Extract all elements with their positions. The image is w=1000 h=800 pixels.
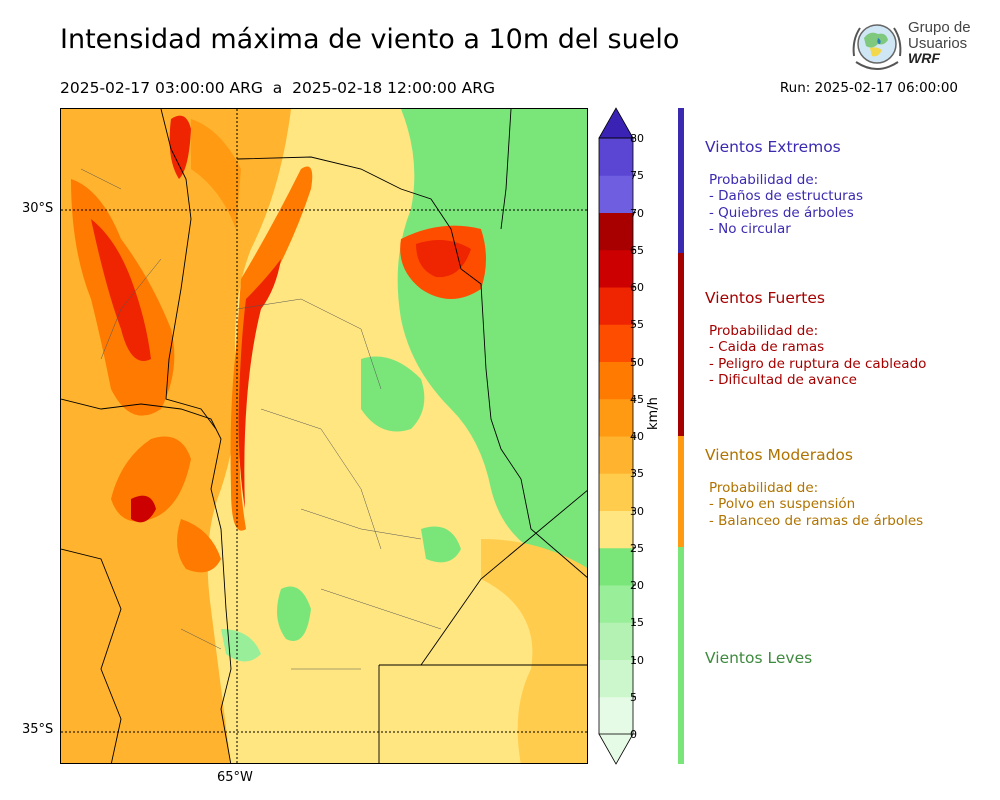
colorbar-band [599, 287, 633, 325]
colorbar-band [599, 324, 633, 362]
colorbar-extend-min [598, 733, 634, 765]
colorbar-band [599, 361, 633, 400]
wind-map [60, 108, 588, 764]
category-title-extremos: Vientos Extremos [705, 138, 841, 156]
category-title-leves: Vientos Leves [705, 649, 813, 667]
map-title: Intensidad máxima de viento a 10m del su… [60, 24, 680, 55]
colorbar-band [599, 510, 633, 549]
globe-icon [852, 24, 902, 70]
desc-line: - Dificultad de avance [709, 371, 857, 388]
desc-line: - Caida de ramas [709, 339, 825, 356]
wind-field-svg [61, 109, 587, 763]
category-strip-leves [678, 547, 684, 764]
desc-line: Probabilidad de: [709, 323, 819, 339]
colorbar-tick-label: 35 [630, 467, 644, 481]
desc-line: - No circular [709, 220, 791, 237]
lat-label-35s: 35°S [22, 722, 54, 737]
desc-line: Probabilidad de: [709, 172, 819, 188]
colorbar-unit: km/h [646, 397, 661, 430]
colorbar-extend-max [598, 107, 634, 139]
colorbar-band [599, 473, 633, 511]
colorbar-tick-label: 60 [630, 281, 644, 294]
category-title-moderados: Vientos Moderados [705, 446, 853, 464]
colorbar-tick-label: 40 [630, 430, 644, 443]
colorbar-tick-label: 15 [630, 616, 644, 630]
category-desc-moderados: Probabilidad de: - Polvo en suspensión -… [709, 480, 923, 529]
colorbar-tick-label: 70 [630, 206, 644, 220]
lon-label-65w: 65°W [217, 770, 253, 785]
category-desc-fuertes: Probabilidad de: - Caida de ramas - Peli… [709, 323, 926, 388]
colorbar-band [599, 622, 633, 660]
category-desc-extremos: Probabilidad de: - Daños de estructuras … [709, 172, 863, 237]
colorbar-tick-label: 10 [630, 653, 644, 667]
colorbar-band [599, 212, 633, 251]
desc-line: - Daños de estructuras [709, 188, 864, 205]
colorbar-band [599, 436, 633, 474]
logo-text-line1: Grupo de [908, 19, 971, 36]
colorbar-tick-label: 5 [630, 690, 637, 704]
forecast-period: 2025-02-17 03:00:00 ARG a 2025-02-18 12:… [60, 79, 496, 97]
desc-line: - Peligro de ruptura de cableado [709, 355, 927, 372]
colorbar-tick-label: 75 [630, 169, 644, 183]
lat-label-30s: 30°S [22, 201, 54, 216]
colorbar-tick-label: 45 [630, 392, 644, 406]
colorbar-band [599, 138, 633, 176]
desc-line: Probabilidad de: [709, 480, 819, 496]
wrf-logo: Grupo de Usuarios WRF [848, 16, 973, 74]
colorbar-band [599, 696, 633, 735]
logo-text-line2: Usuarios [908, 35, 968, 52]
colorbar-tick-label: 55 [630, 318, 644, 332]
category-strip-extremos [678, 108, 684, 253]
desc-line: - Polvo en suspensión [709, 496, 856, 513]
colorbar-tick-label: 65 [630, 243, 644, 257]
colorbar-band [599, 249, 633, 288]
colorbar-tick-label: 20 [630, 579, 644, 592]
colorbar-tick-label: 50 [630, 355, 644, 369]
category-strip-moderados [678, 436, 684, 547]
colorbar-tick-label: 0 [630, 728, 637, 741]
category-strip-fuertes [678, 253, 684, 436]
colorbar-tick-label: 30 [630, 504, 644, 518]
colorbar [598, 107, 636, 765]
colorbar-tick-label: 25 [630, 541, 644, 555]
logo-text-line3: WRF [908, 50, 940, 66]
colorbar-band [599, 547, 633, 586]
run-timestamp: Run: 2025-02-17 06:00:00 [779, 80, 958, 96]
colorbar-band [599, 585, 633, 623]
colorbar-band [599, 659, 633, 698]
colorbar-band [599, 175, 633, 213]
category-title-fuertes: Vientos Fuertes [705, 289, 825, 307]
colorbar-tick-label: 80 [630, 132, 644, 145]
desc-line: - Balanceo de ramas de árboles [709, 512, 924, 529]
colorbar-band [599, 398, 633, 437]
desc-line: - Quiebres de árboles [709, 204, 854, 221]
